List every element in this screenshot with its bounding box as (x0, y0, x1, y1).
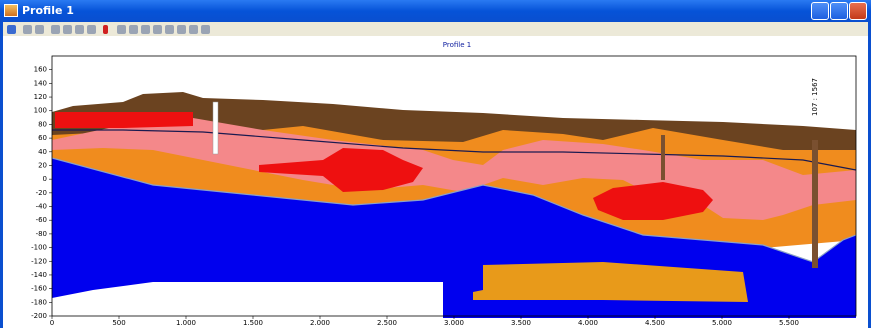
minimize-button[interactable] (811, 2, 829, 20)
y-tick-label: -200 (31, 312, 47, 320)
x-tick-label: 1.000 (176, 319, 196, 327)
tool-c[interactable] (141, 25, 150, 34)
x-tick-label: 500 (112, 319, 125, 327)
tool-edit[interactable] (23, 25, 32, 34)
x-tick-label: 3.500 (511, 319, 531, 327)
y-tick-label: -60 (36, 216, 47, 224)
tool-e[interactable] (165, 25, 174, 34)
y-tick-label: 120 (34, 93, 47, 101)
chart: Profile 1 107 : 1567 0 500 1.000 1.500 2.000… (3, 36, 868, 328)
x-tick-label: 3.000 (444, 319, 464, 327)
window-title: Profile 1 (22, 0, 74, 22)
x-tick-label: 1.500 (243, 319, 263, 327)
borehole-label: 107 : 1567 (811, 78, 819, 116)
borehole-3 (812, 140, 818, 268)
x-tick-label: 5.000 (712, 319, 732, 327)
x-tick-label: 2.500 (377, 319, 397, 327)
tool-pan[interactable] (51, 25, 60, 34)
tool-a[interactable] (117, 25, 126, 34)
tool-zoom-all[interactable] (87, 25, 96, 34)
y-tick-label: 100 (34, 107, 47, 115)
y-tick-label: 140 (34, 79, 47, 87)
y-tick-label: -80 (36, 230, 47, 238)
y-tick-label: -160 (31, 285, 47, 293)
y-tick-label: -120 (31, 257, 47, 265)
tool-delete[interactable] (35, 25, 44, 34)
x-tick-label: 4.500 (645, 319, 665, 327)
toolbar (3, 22, 868, 36)
title-bar: Profile 1 (0, 0, 871, 22)
layer-red-1 (55, 112, 193, 128)
borehole-2 (661, 135, 665, 180)
tool-g[interactable] (189, 25, 198, 34)
app-icon (4, 4, 18, 17)
x-tick-label: 0 (50, 319, 54, 327)
chart-title: Profile 1 (443, 41, 471, 49)
y-tick-label: 0 (43, 175, 47, 183)
close-button[interactable] (849, 2, 867, 20)
y-tick-label: 20 (38, 161, 47, 169)
y-tick-label: -40 (36, 203, 47, 211)
tool-zoom-in[interactable] (63, 25, 72, 34)
x-tick-label: 5.500 (779, 319, 799, 327)
y-tick-label: -100 (31, 244, 47, 252)
y-tick-label: -180 (31, 298, 47, 306)
y-tick-label: 40 (38, 148, 47, 156)
y-tick-label: -140 (31, 271, 47, 279)
x-tick-label: 4.000 (578, 319, 598, 327)
tool-f[interactable] (177, 25, 186, 34)
borehole-1 (213, 102, 218, 154)
tool-h[interactable] (201, 25, 210, 34)
tool-borehole[interactable] (103, 25, 108, 34)
y-tick-label: 160 (34, 66, 47, 74)
y-tick-label: -20 (36, 189, 47, 197)
y-tick-label: 80 (38, 120, 47, 128)
tool-select[interactable] (7, 25, 16, 34)
tool-d[interactable] (153, 25, 162, 34)
tool-b[interactable] (129, 25, 138, 34)
y-tick-label: 60 (38, 134, 47, 142)
maximize-button[interactable] (830, 2, 848, 20)
x-tick-label: 2.000 (310, 319, 330, 327)
tool-zoom-out[interactable] (75, 25, 84, 34)
